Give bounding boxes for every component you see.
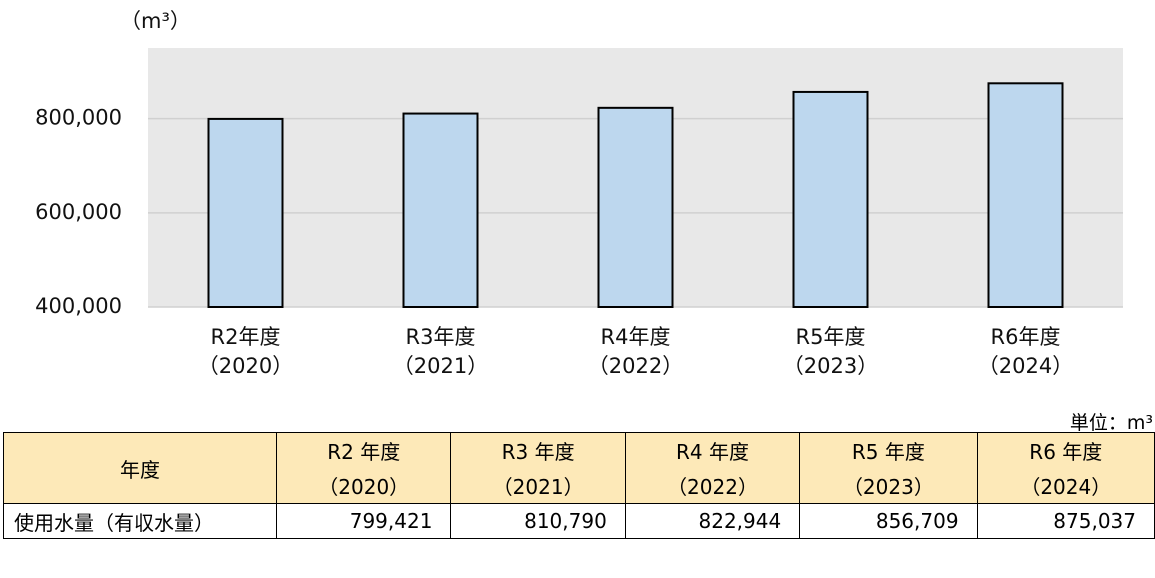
x-tick-label: （2024） <box>978 354 1073 378</box>
bar <box>987 82 1064 309</box>
table-cell: （2024） <box>976 468 1155 504</box>
table-cell: 856,709 <box>799 503 978 539</box>
x-tick-label: （2021） <box>393 354 488 378</box>
table-cell: （2021） <box>450 468 626 504</box>
bar <box>207 117 284 308</box>
y-unit: （m³） <box>120 9 191 33</box>
table-cell: 822,944 <box>624 503 801 539</box>
y-tick-label: 600,000 <box>35 200 122 224</box>
table-cell: 875,037 <box>976 503 1155 539</box>
x-tick-label: （2023） <box>783 354 878 378</box>
bar <box>402 112 479 308</box>
x-tick-label: R3年度 <box>406 325 476 349</box>
table-cell: 810,790 <box>450 503 626 539</box>
table-unit: 単位：m³ <box>1069 412 1153 434</box>
table-cell: 年度 <box>2 432 278 504</box>
header-row-2: （2020） （2021） （2022） （2023） （2024） <box>4 468 1155 504</box>
table-cell: 799,421 <box>276 503 452 539</box>
table-cell: （2020） <box>276 468 452 504</box>
x-tick-label: R6年度 <box>991 325 1061 349</box>
x-tick-label: R5年度 <box>796 325 866 349</box>
data-table: 年度 R2 年度 R3 年度 R4 年度 R5 年度 R6 年度 （2020） （2021）… <box>2 432 1155 539</box>
table-cell: R3 年度 <box>450 432 626 468</box>
header-row: 年度 R2 年度 R3 年度 R4 年度 R5 年度 R6 年度 <box>2 432 1155 504</box>
chart: （m³） 400,000 600,000 800,000 R2年度 （2020） R3年度… <box>35 9 1123 378</box>
y-tick-label: 400,000 <box>35 294 122 318</box>
table-cell: R6 年度 <box>976 432 1155 468</box>
table-cell: （2023） <box>799 468 978 504</box>
bar <box>597 106 674 308</box>
x-tick-label: R4年度 <box>601 325 671 349</box>
table-cell: R4 年度 <box>624 432 801 468</box>
table-cell: （2022） <box>624 468 801 504</box>
data-row: 使用水量（有収水量） 799,421 810,790 822,944 856,709 87… <box>2 503 1155 539</box>
x-tick-label: R2年度 <box>211 325 281 349</box>
bar <box>792 90 869 308</box>
x-tick-label: （2022） <box>588 354 683 378</box>
table-cell: R2 年度 <box>276 432 452 468</box>
y-tick-label: 800,000 <box>35 106 122 130</box>
table-cell: R5 年度 <box>799 432 978 468</box>
x-tick-label: （2020） <box>198 354 293 378</box>
table-cell: 使用水量（有収水量） <box>2 503 278 539</box>
